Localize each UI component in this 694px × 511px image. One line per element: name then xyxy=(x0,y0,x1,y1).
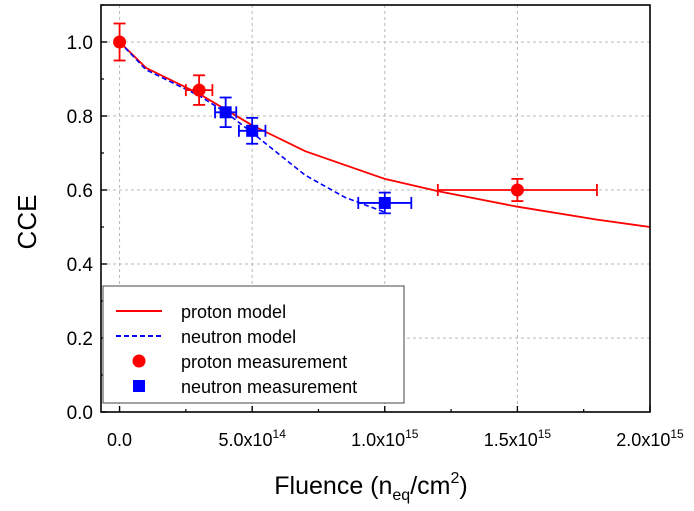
x-tick-label: 0.0 xyxy=(107,430,132,450)
data-point-neutron-measurement xyxy=(357,191,413,215)
y-tick-label: 0.0 xyxy=(67,403,93,424)
x-axis-label-main: Fluence (n xyxy=(274,472,392,500)
y-tick-label: 0.6 xyxy=(67,181,93,202)
marker-circle xyxy=(113,35,127,49)
data-point-proton-measurement xyxy=(113,22,127,62)
legend: proton model neutron model proton measur… xyxy=(102,285,405,404)
plot-frame xyxy=(100,4,651,413)
legend-swatch-proton-measurement xyxy=(132,354,146,368)
y-tick-label: 0.2 xyxy=(67,329,93,350)
plot-series xyxy=(113,22,651,228)
axis-ticks: 0.0 5.0x1014 1.0x1015 1.5x1015 2.0x1015 0.0 0.… xyxy=(67,4,684,450)
legend-label-neutron-model: neutron model xyxy=(181,327,296,347)
data-point-proton-measurement xyxy=(184,74,214,106)
marker-square xyxy=(378,196,391,209)
x-axis-label-superscript: 2 xyxy=(450,470,459,487)
x-tick-label: 1.0x1015 xyxy=(351,427,419,450)
x-tick-label: 1.5x1015 xyxy=(484,427,552,450)
data-point-neutron-measurement xyxy=(238,116,267,145)
legend-label-proton-model: proton model xyxy=(181,302,286,322)
marker-square xyxy=(246,124,259,137)
y-tick-label: 0.4 xyxy=(67,255,94,276)
data-point-proton-measurement xyxy=(436,177,598,203)
x-axis-label-subscript: eq xyxy=(392,487,410,504)
y-axis-label: CCE xyxy=(12,195,42,250)
x-axis-label-end: ) xyxy=(459,472,467,500)
series-line-neutron-model xyxy=(119,41,386,213)
legend-swatch-neutron-measurement xyxy=(133,380,145,392)
marker-circle xyxy=(192,83,206,97)
x-axis-label: Fluence (neq/cm2) xyxy=(274,470,467,504)
series-line-proton-model xyxy=(118,41,651,228)
x-tick-label: 2.0x1015 xyxy=(616,427,684,450)
marker-square xyxy=(219,106,232,119)
legend-box xyxy=(102,285,405,404)
y-tick-label: 1.0 xyxy=(67,33,93,54)
marker-circle xyxy=(510,183,524,197)
legend-label-neutron-measurement: neutron measurement xyxy=(181,377,357,397)
y-tick-label: 0.8 xyxy=(67,107,93,128)
x-tick-label: 5.0x1014 xyxy=(218,427,286,450)
legend-label-proton-measurement: proton measurement xyxy=(181,352,347,372)
x-axis-label-middle: /cm xyxy=(410,472,450,500)
data-point-neutron-measurement xyxy=(214,96,238,128)
